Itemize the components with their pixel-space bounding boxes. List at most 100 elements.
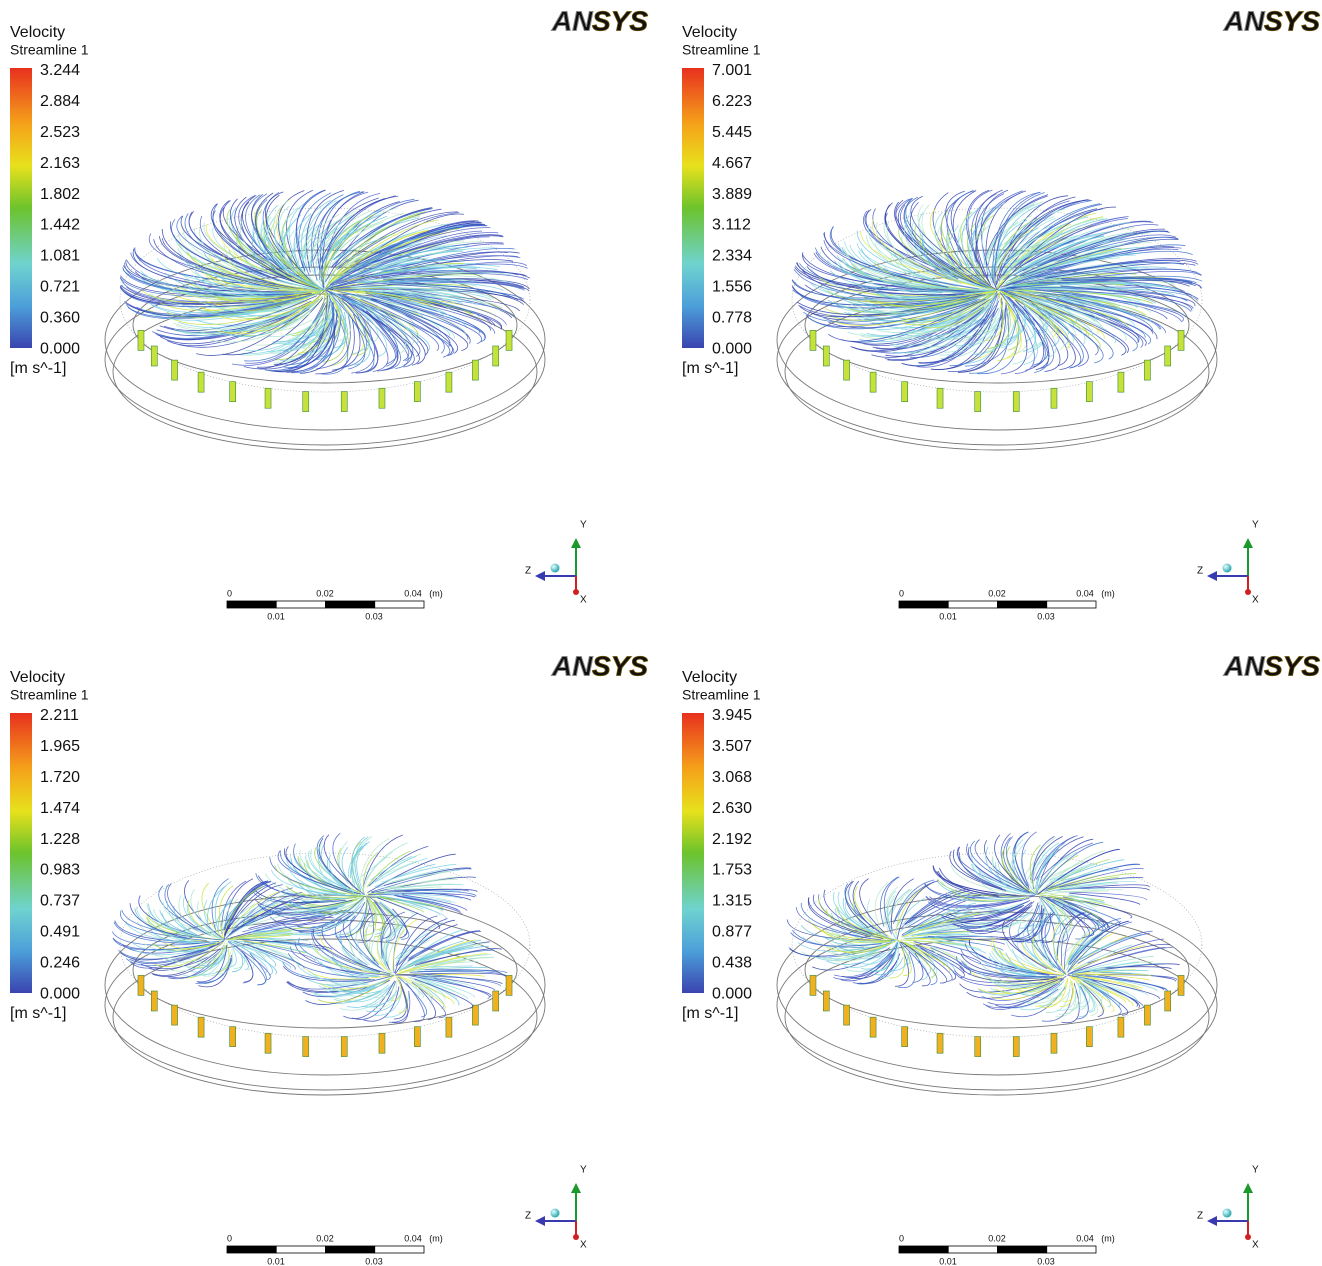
scale-label: 0.01 (267, 1256, 285, 1266)
nozzle (1165, 346, 1171, 366)
scale-segment (227, 1246, 276, 1253)
panel: VelocityStreamline 12.2111.9651.7201.474… (10, 650, 648, 1266)
legend-label: 1.228 (40, 831, 80, 848)
legend-label: 2.884 (40, 93, 80, 110)
scale-segment (326, 601, 375, 608)
axis-label-y: Y (1252, 520, 1259, 531)
nozzle (303, 392, 309, 412)
axis-y-head (1243, 538, 1253, 548)
nozzle (172, 1005, 178, 1025)
nozzle (472, 1005, 478, 1025)
legend-label: 2.163 (40, 155, 80, 172)
streamline (1031, 838, 1056, 884)
legend-label: 0.000 (40, 985, 80, 1002)
scale-label: (m) (1101, 1233, 1115, 1243)
color-bar (682, 68, 704, 348)
streamline (953, 191, 976, 270)
legend-subtitle: Streamline 1 (10, 687, 89, 703)
nozzle (341, 392, 347, 412)
scale-label: (m) (429, 1233, 443, 1243)
scale-label: 0.02 (988, 588, 1006, 598)
scale-label: 0.02 (316, 1233, 334, 1243)
nozzle (472, 360, 478, 380)
color-bar (10, 713, 32, 993)
legend-label: 3.507 (712, 738, 752, 755)
nozzle (265, 388, 271, 408)
axis-label-x: X (580, 1240, 587, 1251)
legend-label: 0.360 (40, 309, 80, 326)
legend-label: 0.000 (712, 340, 752, 357)
streamline (1066, 892, 1147, 900)
streamline (1056, 891, 1109, 892)
nozzle (1118, 1017, 1124, 1037)
nozzle (379, 388, 385, 408)
legend-label: 0.000 (40, 340, 80, 357)
scale-label: 0.01 (939, 1256, 957, 1266)
scale-label: 0.04 (404, 1233, 422, 1243)
scale-label: 0 (899, 1233, 904, 1243)
logo-an: AN (1223, 650, 1265, 681)
axis-y-head (1243, 1183, 1253, 1193)
panel: VelocityStreamline 13.9453.5073.0682.630… (682, 650, 1320, 1266)
axis-origin (551, 1209, 560, 1218)
figure: VelocityStreamline 13.2442.8842.5232.163… (0, 0, 1322, 1266)
nozzle (902, 1027, 908, 1047)
scale-label: 0.02 (316, 588, 334, 598)
nozzle (844, 360, 850, 380)
legend-label: 0.778 (712, 309, 752, 326)
nozzle (172, 360, 178, 380)
legend-title: Velocity (10, 669, 65, 686)
nozzle (230, 1027, 236, 1047)
nozzle (303, 1037, 309, 1057)
axis-label-x: X (580, 595, 587, 606)
scale-segment (948, 601, 997, 608)
nozzle (1051, 388, 1057, 408)
legend-label: 1.081 (40, 248, 80, 265)
axis-z-head (1207, 571, 1217, 581)
logo-an: AN (551, 5, 593, 36)
nozzle (151, 991, 157, 1011)
nozzle (902, 382, 908, 402)
scale-segment (326, 1246, 375, 1253)
streamline (371, 856, 412, 880)
axis-label-x: X (1252, 595, 1259, 606)
nozzle (823, 346, 829, 366)
logo-sys: SYS (592, 650, 648, 681)
scale-segment (899, 601, 948, 608)
scale-label: 0.04 (404, 588, 422, 598)
axis-origin (1223, 1209, 1232, 1218)
nozzle (1178, 330, 1184, 350)
legend-label: 1.315 (712, 893, 752, 910)
scale-segment (1047, 1246, 1096, 1253)
panel: VelocityStreamline 13.2442.8842.5232.163… (10, 5, 648, 621)
legend-subtitle: Streamline 1 (10, 42, 89, 58)
nozzle (446, 1017, 452, 1037)
nozzle (1144, 1005, 1150, 1025)
legend-label: 3.112 (712, 217, 751, 234)
legend-unit: [m s^-1] (682, 1005, 738, 1022)
logo-sys: SYS (1264, 5, 1320, 36)
legend-label: 6.223 (712, 93, 752, 110)
scale-segment (998, 1246, 1047, 1253)
legend-label: 1.965 (40, 738, 80, 755)
legend-label: 1.556 (712, 279, 752, 296)
legend-label: 3.945 (712, 707, 752, 724)
scale-label: 0.03 (365, 611, 383, 621)
nozzle (138, 330, 144, 350)
scale-label: 0.03 (1037, 1256, 1055, 1266)
legend-label: 0.438 (712, 954, 752, 971)
nozzle (506, 330, 512, 350)
legend-label: 2.334 (712, 248, 752, 265)
legend-unit: [m s^-1] (682, 360, 738, 377)
legend-label: 2.523 (40, 124, 80, 141)
scale-segment (375, 1246, 424, 1253)
nozzle (1086, 382, 1092, 402)
nozzle (493, 991, 499, 1011)
axis-label-x: X (1252, 1240, 1259, 1251)
axis-origin (551, 564, 560, 573)
nozzle (1086, 1027, 1092, 1047)
axis-label-z: Z (1197, 1211, 1203, 1222)
axis-z-head (1207, 1216, 1217, 1226)
legend-label: 3.244 (40, 62, 80, 79)
